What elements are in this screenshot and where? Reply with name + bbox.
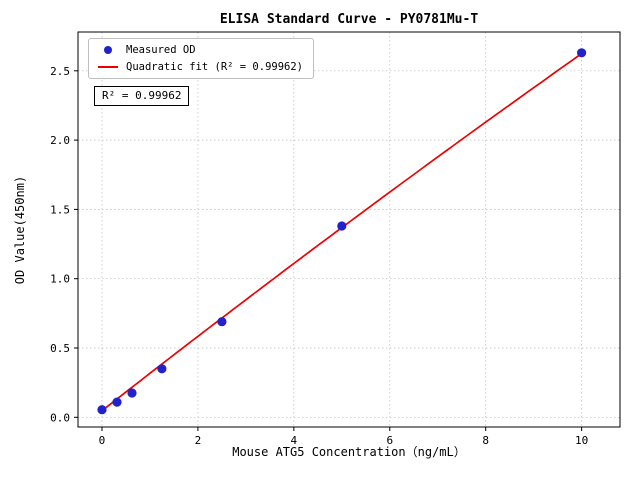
data-point [97, 405, 107, 415]
data-point [112, 397, 122, 407]
blue-dot-icon [104, 46, 112, 55]
r-squared-annotation: R² = 0.99962 [94, 86, 190, 106]
data-point [577, 48, 587, 58]
legend: Measured OD Quadratic fit (R² = 0.99962) [88, 38, 315, 80]
x-tick-label: 4 [291, 434, 298, 447]
x-tick-label: 2 [195, 434, 202, 447]
line-marker-icon [97, 66, 119, 69]
y-tick-label: 2.0 [50, 134, 70, 147]
data-point [217, 317, 227, 327]
data-point [127, 388, 137, 398]
legend-item-measured-od: Measured OD [97, 44, 303, 56]
plot-frame [77, 31, 621, 428]
data-point [337, 221, 347, 231]
y-tick-label: 2.5 [50, 65, 70, 78]
legend-label-quadratic-fit: Quadratic fit (R² = 0.99962) [126, 61, 304, 74]
red-line-icon [98, 66, 118, 69]
scatter-marker-icon [97, 46, 119, 55]
legend-item-quadratic-fit: Quadratic fit (R² = 0.99962) [97, 61, 303, 73]
y-tick-label: 1.5 [50, 203, 70, 216]
data-point [157, 364, 167, 374]
y-tick-label: 0.5 [50, 342, 70, 355]
x-tick-label: 0 [99, 434, 106, 447]
y-tick-label: 1.0 [50, 273, 70, 286]
quadratic-fit-line [101, 52, 583, 412]
y-axis-label: OD Value(450nm) [13, 176, 27, 284]
x-tick-label: 6 [386, 434, 393, 447]
plot-area: 0 2 4 6 8 10 0.0 0.5 1.0 1.5 2.0 2.5 [50, 31, 621, 447]
y-tick-label: 0.0 [50, 411, 70, 424]
legend-label-measured-od: Measured OD [126, 44, 196, 56]
x-tick-label: 10 [575, 434, 588, 447]
x-tick-label: 8 [482, 434, 489, 447]
chart-title: ELISA Standard Curve - PY0781Mu-T [220, 12, 478, 27]
x-axis-label: Mouse ATG5 Concentration（ng/mL） [232, 445, 466, 459]
